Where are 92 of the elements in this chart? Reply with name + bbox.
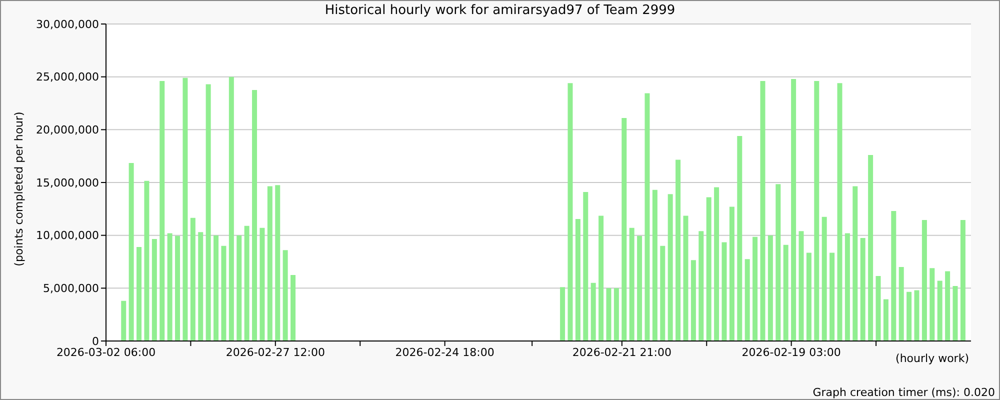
bar (167, 233, 172, 341)
bar (676, 160, 681, 341)
x-tick-label: 2026-02-19 03:00 (742, 346, 841, 359)
bar (814, 81, 820, 341)
bar (791, 78, 796, 341)
bar (152, 239, 157, 341)
y-tick-label: 25,000,000 (36, 70, 99, 84)
bar (768, 235, 773, 341)
bar (830, 252, 835, 341)
bar (837, 83, 842, 341)
bar (583, 192, 588, 341)
bar (236, 235, 242, 341)
bar (622, 118, 627, 341)
bar (575, 218, 580, 341)
bar (783, 244, 788, 341)
bar (144, 180, 150, 341)
bar (952, 286, 958, 341)
bar (629, 228, 634, 341)
bar (637, 236, 642, 341)
bar (560, 287, 566, 341)
bar (744, 259, 750, 341)
bar (606, 288, 612, 341)
bar (252, 90, 258, 341)
bar (267, 186, 272, 341)
bar (844, 233, 850, 341)
y-tick-label: 15,000,000 (36, 176, 99, 190)
x-axis-title: (hourly work) (896, 352, 969, 365)
bar (652, 190, 658, 341)
bar (960, 220, 966, 341)
bar (714, 187, 720, 341)
x-tick-label: 2026-03-02 06:00 (56, 346, 156, 359)
bar (221, 246, 226, 341)
bar (776, 184, 781, 341)
bar (860, 238, 866, 341)
bar (868, 155, 874, 341)
text: Graph creation timer (ms): 0.020 (812, 386, 995, 399)
bar (644, 93, 650, 341)
bar (614, 288, 619, 341)
bar (598, 216, 604, 341)
bar (798, 231, 804, 341)
bar (690, 260, 696, 341)
bar (128, 162, 134, 341)
bar (722, 242, 727, 341)
bar (160, 81, 165, 341)
bar (260, 228, 265, 341)
bar (190, 218, 196, 341)
chart-title: Historical hourly work for amirarsyad97 of Team 2999 (324, 3, 676, 18)
bar (906, 292, 912, 341)
y-tick-label: 0 (92, 334, 99, 348)
bar (182, 78, 188, 341)
bar (698, 231, 704, 341)
x-tick-label: 2026-02-24 18:00 (395, 346, 494, 359)
bar (945, 271, 950, 341)
bar (729, 206, 734, 341)
bar (214, 235, 219, 341)
bar (282, 250, 288, 341)
bar (822, 216, 827, 341)
bar (568, 83, 573, 341)
y-tick-label: 20,000,000 (36, 124, 99, 137)
y-axis-title: (points completed per hour) (12, 112, 26, 266)
bar (136, 246, 142, 341)
bar (275, 185, 280, 341)
bar (660, 246, 666, 341)
bar (683, 216, 688, 341)
bar (198, 232, 204, 341)
bar (175, 236, 180, 341)
y-tick-label: 10,000,000 (36, 229, 99, 242)
bar (898, 267, 904, 341)
bar (590, 282, 596, 341)
bar (891, 211, 896, 341)
bar (876, 276, 881, 341)
bar (706, 197, 712, 341)
bar (937, 280, 942, 341)
bar (752, 236, 758, 341)
x-tick-label: 2026-02-27 12:00 (226, 346, 325, 359)
x-tick-label: 2026-02-21 21:00 (572, 346, 672, 359)
bar (852, 186, 858, 341)
bar (228, 76, 234, 341)
bar (883, 299, 888, 341)
bar (806, 252, 812, 341)
y-tick-label: 5,000,000 (43, 282, 99, 296)
bar (244, 226, 250, 341)
bar (922, 220, 927, 341)
bar (737, 136, 742, 341)
y-tick-label: 30,000,000 (36, 18, 99, 31)
bar (930, 268, 935, 341)
bar (290, 274, 296, 341)
bar (760, 81, 766, 341)
bar (121, 300, 126, 341)
bar (668, 194, 673, 341)
bar (914, 290, 920, 341)
bar (206, 84, 211, 341)
